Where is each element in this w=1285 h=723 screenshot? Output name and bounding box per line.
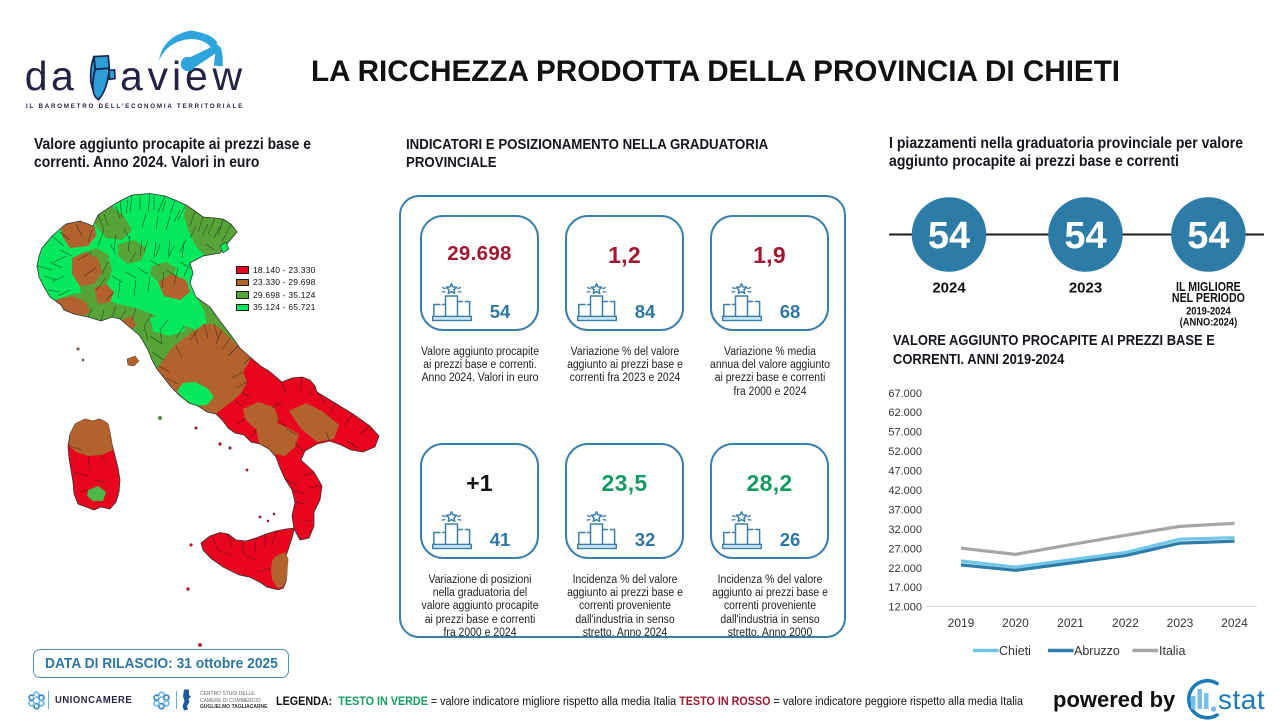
svg-text:57.000: 57.000 xyxy=(888,427,922,439)
svg-text:d: d xyxy=(25,53,48,99)
svg-text:a: a xyxy=(51,53,74,99)
svg-text:2023: 2023 xyxy=(1167,616,1194,630)
svg-text:Chieti: Chieti xyxy=(999,644,1031,658)
svg-text:2019: 2019 xyxy=(948,616,975,630)
svg-text:47.000: 47.000 xyxy=(888,466,922,478)
svg-text:Italia: Italia xyxy=(1159,644,1185,658)
svg-text:62.000: 62.000 xyxy=(888,407,922,419)
svg-text:32.000: 32.000 xyxy=(888,524,922,536)
svg-text:2023: 2023 xyxy=(1069,279,1102,296)
svg-text:42.000: 42.000 xyxy=(888,485,922,497)
svg-text:54: 54 xyxy=(1064,215,1106,257)
svg-text:2024: 2024 xyxy=(932,279,966,296)
svg-text:i: i xyxy=(172,53,181,99)
svg-text:NEL PERIODO: NEL PERIODO xyxy=(1172,291,1245,305)
svg-text:a: a xyxy=(120,53,143,99)
svg-text:52.000: 52.000 xyxy=(888,446,922,458)
svg-text:2020: 2020 xyxy=(1002,616,1029,630)
svg-text:stat: stat xyxy=(1218,684,1265,715)
svg-text:54: 54 xyxy=(928,215,970,257)
svg-text:37.000: 37.000 xyxy=(888,504,922,516)
svg-text:Abruzzo: Abruzzo xyxy=(1074,644,1120,658)
svg-text:v: v xyxy=(148,53,169,99)
svg-text:2019-2024: 2019-2024 xyxy=(1186,306,1231,318)
svg-text:2021: 2021 xyxy=(1057,616,1084,630)
svg-text:17.000: 17.000 xyxy=(888,582,922,594)
svg-text:67.000: 67.000 xyxy=(888,388,922,400)
svg-text:IL BAROMETRO DELL'ECONOMIA TER: IL BAROMETRO DELL'ECONOMIA TERRITORIALE xyxy=(26,103,244,110)
svg-text:12.000: 12.000 xyxy=(888,602,922,614)
svg-text:2024: 2024 xyxy=(1221,616,1248,630)
svg-text:(ANNO:2024): (ANNO:2024) xyxy=(1180,317,1238,329)
svg-text:22.000: 22.000 xyxy=(888,563,922,575)
svg-text:27.000: 27.000 xyxy=(888,543,922,555)
svg-text:2022: 2022 xyxy=(1112,616,1139,630)
svg-text:54: 54 xyxy=(1187,215,1229,257)
svg-text:IL MIGLIORE: IL MIGLIORE xyxy=(1176,280,1241,294)
